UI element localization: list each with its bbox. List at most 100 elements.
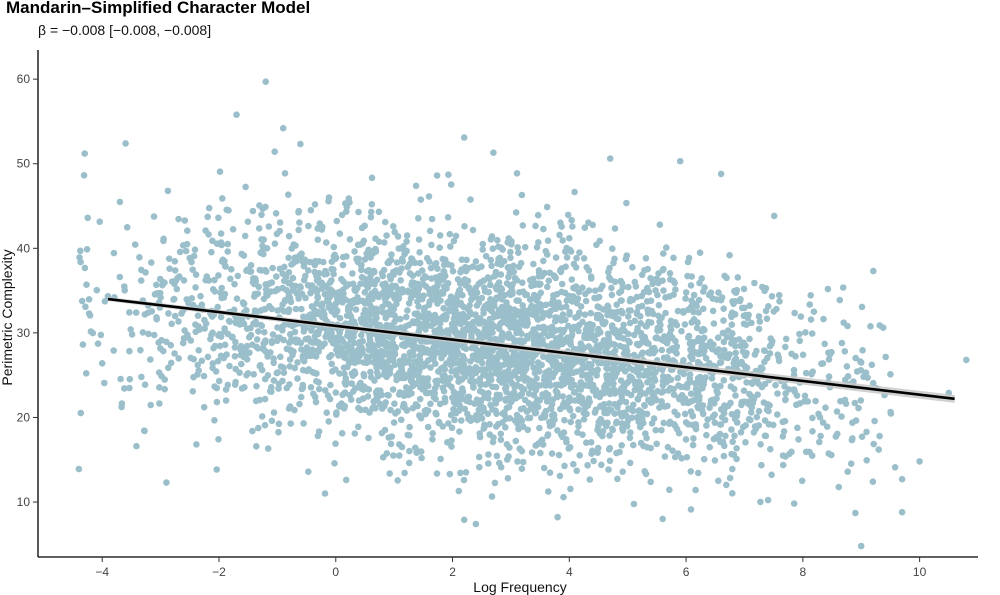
data-point: [469, 352, 477, 360]
data-point: [375, 293, 382, 301]
data-point: [558, 304, 565, 311]
data-point: [663, 339, 671, 347]
data-point: [472, 520, 480, 528]
data-point: [192, 271, 200, 279]
data-point: [305, 335, 312, 342]
data-point: [258, 413, 266, 420]
data-point: [197, 292, 204, 300]
data-point: [282, 273, 290, 281]
data-point: [649, 392, 657, 399]
data-point: [458, 417, 465, 424]
data-point: [710, 320, 718, 327]
data-point: [252, 397, 260, 405]
data-point: [384, 391, 391, 399]
data-point: [382, 359, 390, 367]
data-point: [580, 416, 588, 423]
data-point: [680, 399, 687, 407]
data-point: [308, 327, 315, 334]
data-point: [798, 477, 806, 485]
data-point: [746, 335, 753, 343]
data-point: [338, 430, 346, 437]
data-point: [364, 314, 372, 321]
data-point: [519, 371, 527, 379]
data-point: [414, 270, 422, 277]
data-point: [672, 286, 679, 293]
data-point: [374, 308, 382, 316]
data-point: [738, 398, 746, 406]
data-point: [695, 396, 703, 404]
data-point: [361, 300, 369, 307]
data-point: [695, 296, 703, 304]
data-point: [486, 431, 494, 438]
data-point: [537, 337, 545, 345]
data-point: [638, 271, 646, 279]
data-point: [226, 362, 233, 370]
data-point: [690, 316, 698, 323]
data-point: [338, 275, 345, 283]
data-point: [717, 382, 724, 390]
data-point: [302, 294, 309, 302]
data-point: [611, 309, 618, 316]
data-point: [858, 303, 866, 311]
data-point: [565, 445, 572, 452]
data-point: [540, 464, 548, 472]
data-point: [774, 390, 781, 397]
data-point: [549, 373, 556, 381]
data-point: [720, 305, 727, 313]
data-point: [763, 315, 771, 323]
data-point: [145, 330, 152, 338]
data-point: [140, 427, 148, 435]
data-point: [840, 319, 847, 327]
data-point: [443, 380, 451, 387]
data-point: [595, 359, 602, 367]
data-point: [350, 318, 358, 326]
data-point: [81, 150, 88, 157]
data-point: [604, 330, 612, 338]
data-point: [457, 361, 464, 369]
data-point: [523, 358, 531, 366]
data-point: [467, 296, 475, 304]
data-point: [421, 349, 428, 356]
data-point: [747, 409, 755, 416]
data-point: [426, 227, 434, 235]
data-point: [666, 270, 674, 277]
data-point: [634, 324, 641, 332]
data-point: [240, 347, 248, 355]
data-point: [578, 342, 586, 349]
data-point: [670, 385, 677, 393]
data-point: [141, 381, 149, 389]
data-point: [480, 404, 487, 412]
data-point: [180, 277, 188, 284]
data-point: [692, 385, 700, 393]
data-point: [557, 219, 564, 226]
data-point: [315, 348, 322, 355]
data-point: [331, 460, 338, 467]
data-point: [228, 334, 236, 341]
data-point: [751, 423, 759, 430]
data-point: [389, 334, 396, 342]
data-point: [307, 206, 315, 214]
data-point: [695, 350, 703, 358]
data-point: [569, 223, 576, 230]
data-point: [577, 358, 585, 365]
data-point: [809, 428, 816, 435]
data-point: [688, 297, 695, 305]
data-point: [268, 337, 276, 345]
data-point: [215, 272, 222, 279]
data-point: [452, 232, 460, 240]
data-point: [319, 300, 326, 308]
data-point: [513, 411, 521, 419]
data-point: [507, 288, 515, 296]
data-point: [690, 291, 698, 299]
data-point: [500, 307, 507, 314]
data-point: [392, 282, 400, 290]
data-point: [684, 334, 692, 341]
data-point: [289, 351, 296, 359]
y-tick-label: 30: [17, 326, 31, 340]
data-point: [637, 329, 645, 337]
data-point: [614, 475, 621, 483]
data-point: [520, 405, 527, 412]
data-point: [529, 275, 537, 283]
data-point: [164, 364, 172, 372]
data-point: [242, 183, 249, 191]
